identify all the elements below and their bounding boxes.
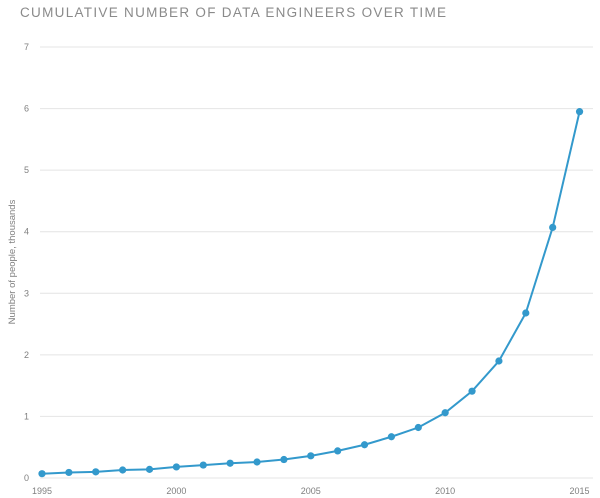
data-point xyxy=(495,357,503,365)
data-point xyxy=(468,387,476,395)
data-point xyxy=(92,468,100,476)
data-point xyxy=(522,309,530,317)
x-tick-label: 1995 xyxy=(32,486,52,496)
data-point xyxy=(549,223,557,232)
data-point xyxy=(441,409,449,417)
y-tick-label: 6 xyxy=(24,104,29,114)
data-point xyxy=(360,441,369,449)
chart-title: CUMULATIVE NUMBER OF DATA ENGINEERS OVER… xyxy=(20,5,448,20)
data-point xyxy=(387,433,396,441)
y-tick-label: 0 xyxy=(24,473,29,483)
data-point xyxy=(280,455,288,464)
y-axis-ticks: 0 1 2 3 4 5 6 7 xyxy=(24,42,29,483)
y-tick-label: 5 xyxy=(24,165,29,175)
data-point xyxy=(253,458,261,466)
data-point xyxy=(119,466,127,474)
data-point xyxy=(38,470,46,478)
y-tick-label: 3 xyxy=(24,288,29,298)
data-point xyxy=(172,463,180,471)
x-axis-ticks: 1995 2000 2005 2010 2015 xyxy=(32,486,590,496)
x-tick-label: 2005 xyxy=(301,486,321,496)
x-tick-label: 2010 xyxy=(435,486,455,496)
data-point xyxy=(145,465,154,473)
data-point xyxy=(226,459,234,467)
x-tick-label: 2015 xyxy=(570,486,590,496)
series-line xyxy=(41,111,581,475)
y-tick-label: 7 xyxy=(24,42,29,52)
data-point xyxy=(414,423,422,432)
data-point xyxy=(199,461,207,469)
data-point xyxy=(65,468,73,477)
data-points xyxy=(38,108,584,478)
data-point xyxy=(307,452,315,460)
y-tick-label: 1 xyxy=(24,411,29,421)
y-axis-label: Number of people, thousands xyxy=(7,199,18,324)
x-tick-label: 2000 xyxy=(166,486,186,496)
data-point xyxy=(334,447,342,455)
gridlines xyxy=(40,46,593,479)
y-tick-label: 2 xyxy=(24,350,29,360)
y-tick-label: 4 xyxy=(24,227,29,237)
data-point xyxy=(575,108,584,116)
